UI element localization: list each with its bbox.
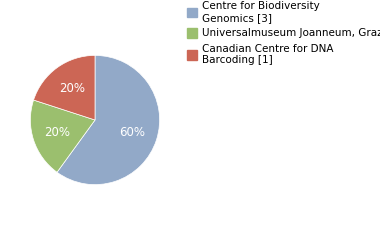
Wedge shape — [57, 55, 160, 185]
Legend: Centre for Biodiversity
Genomics [3], Universalmuseum Joanneum, Graz [1], Canadi: Centre for Biodiversity Genomics [3], Un… — [186, 0, 380, 66]
Wedge shape — [30, 100, 95, 172]
Text: 20%: 20% — [44, 126, 70, 139]
Wedge shape — [33, 55, 95, 120]
Text: 60%: 60% — [120, 126, 146, 139]
Text: 20%: 20% — [59, 82, 85, 95]
